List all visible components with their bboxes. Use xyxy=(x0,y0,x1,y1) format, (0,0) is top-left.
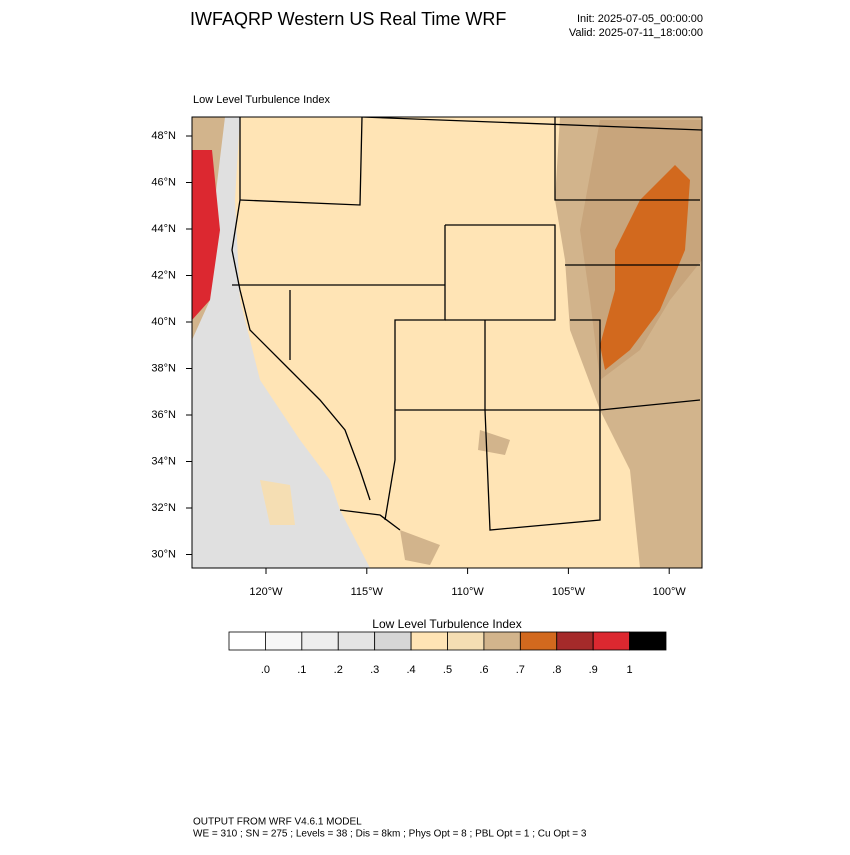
ocean-field xyxy=(192,117,370,568)
map-field xyxy=(192,117,702,568)
colorbar-box xyxy=(519,631,558,651)
colorbar-box xyxy=(447,631,485,651)
colorbar-box xyxy=(483,631,521,651)
footer-line: OUTPUT FROM WRF V4.6.1 MODEL xyxy=(193,817,362,828)
lon-label: 110°W xyxy=(451,586,484,598)
init-time: Init: 2025-07-05_00:00:00 xyxy=(577,13,703,25)
field-title: Low Level Turbulence Index xyxy=(193,94,330,106)
offshore-patch xyxy=(260,480,295,525)
colorbar-box xyxy=(556,631,594,651)
lon-label: 100°W xyxy=(653,586,687,598)
colorbar-box xyxy=(592,631,630,651)
baja-patch xyxy=(400,530,440,565)
lat-label: 36°N xyxy=(151,409,176,421)
colorbar-box xyxy=(629,631,667,651)
lon-label: 115°W xyxy=(351,586,384,598)
lat-label: 40°N xyxy=(151,316,176,328)
colorbar-box xyxy=(301,631,339,651)
colorbar-box xyxy=(228,631,266,651)
colorbar-label: .7 xyxy=(516,664,525,676)
lat-label: 48°N xyxy=(151,130,176,142)
colorbar-box xyxy=(337,631,376,651)
colorbar-title: Low Level Turbulence Index xyxy=(372,617,521,631)
lon-label: 105°W xyxy=(552,586,586,598)
lat-label: 46°N xyxy=(151,176,176,188)
lon-labels: 120°W 115°W 110°W 105°W 100°W xyxy=(249,568,686,598)
lat-label: 42°N xyxy=(151,269,176,281)
colorbar-label: .1 xyxy=(297,664,306,676)
boundaries xyxy=(231,117,702,531)
title: IWFAQRP Western US Real Time WRF xyxy=(190,9,506,29)
lat-label: 34°N xyxy=(151,455,176,467)
colorbar-label: .6 xyxy=(479,664,488,676)
colorbar-label: .3 xyxy=(370,664,379,676)
lat-label: 30°N xyxy=(151,548,176,560)
turbulence-band xyxy=(600,165,690,370)
colorbar: .0 .1 .2 .3 .4 .5 .6 .7 .8 .9 1 xyxy=(228,631,667,676)
footer-line: WE = 310 ; SN = 275 ; Levels = 38 ; Dis … xyxy=(193,829,587,840)
valid-time: Valid: 2025-07-11_18:00:00 xyxy=(569,27,703,39)
lat-label: 32°N xyxy=(151,502,176,514)
lat-label: 38°N xyxy=(151,362,176,374)
lat-labels: 48°N 46°N 44°N 42°N 40°N 38°N 36°N 34°N 32°N 30°N xyxy=(151,130,192,560)
colorbar-label: .5 xyxy=(443,664,452,676)
colorbar-label: .9 xyxy=(589,664,598,676)
colorbar-box xyxy=(265,631,303,651)
lon-label: 120°W xyxy=(249,586,283,598)
colorbar-label: .0 xyxy=(261,664,270,676)
colorbar-box xyxy=(374,631,412,651)
colorbar-label: .8 xyxy=(552,664,561,676)
colorbar-label: .4 xyxy=(406,664,415,676)
lat-label: 44°N xyxy=(151,223,176,235)
colorbar-label: .2 xyxy=(334,664,343,676)
colorbar-box xyxy=(410,631,448,651)
coast-max xyxy=(192,150,220,320)
colorbar-label: 1 xyxy=(627,664,633,676)
map-frame xyxy=(191,116,703,569)
